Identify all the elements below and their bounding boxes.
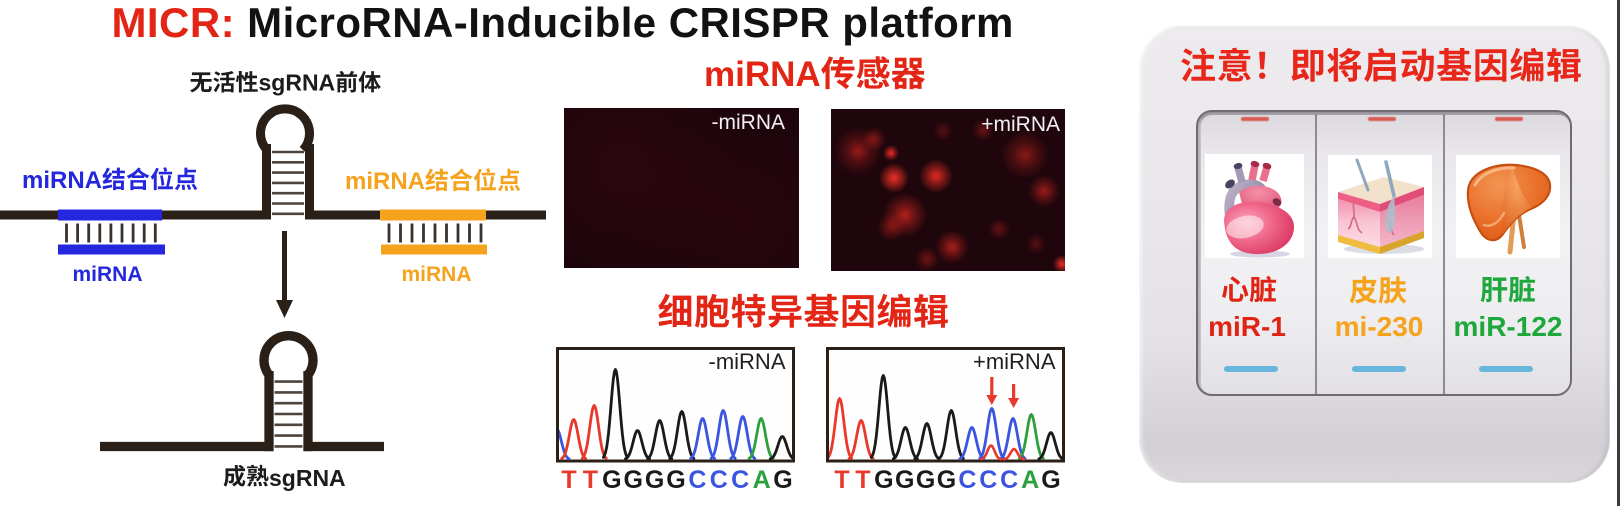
svg-text:T: T bbox=[561, 466, 576, 494]
svg-text:G: G bbox=[645, 466, 664, 494]
svg-text:G: G bbox=[623, 466, 642, 494]
svg-text:C: C bbox=[1000, 466, 1018, 494]
svg-text:C: C bbox=[958, 466, 976, 494]
svg-text:T: T bbox=[855, 466, 870, 494]
svg-text:G: G bbox=[602, 466, 621, 494]
svg-text:G: G bbox=[916, 466, 935, 494]
svg-text:C: C bbox=[688, 466, 706, 494]
svg-text:-miRNA: -miRNA bbox=[709, 349, 786, 374]
svg-text:G: G bbox=[937, 466, 956, 494]
svg-text:C: C bbox=[731, 466, 749, 494]
svg-text:G: G bbox=[874, 466, 893, 494]
svg-text:T: T bbox=[834, 466, 849, 494]
svg-text:miRNA: miRNA bbox=[704, 55, 821, 94]
svg-text:miRNA: miRNA bbox=[401, 263, 471, 286]
svg-text:+miRNA: +miRNA bbox=[973, 349, 1056, 374]
svg-text:G: G bbox=[773, 466, 792, 494]
svg-text:C: C bbox=[979, 466, 997, 494]
svg-text:G: G bbox=[895, 466, 914, 494]
svg-text:G: G bbox=[1041, 466, 1060, 494]
svg-text:T: T bbox=[583, 466, 598, 494]
svg-text:A: A bbox=[753, 466, 771, 494]
svg-text:sgRNA: sgRNA bbox=[269, 465, 346, 491]
svg-text:A: A bbox=[1021, 466, 1039, 494]
svg-text:C: C bbox=[710, 466, 728, 494]
svg-text:miRNA: miRNA bbox=[345, 168, 425, 195]
svg-text:G: G bbox=[666, 466, 685, 494]
svg-text:miRNA: miRNA bbox=[72, 263, 142, 286]
svg-text:sgRNA: sgRNA bbox=[259, 70, 336, 96]
svg-text:miRNA: miRNA bbox=[22, 167, 102, 194]
svg-text:MICR: MicroRNA-Inducible CRISP: MICR: MicroRNA-Inducible CRISPR platform bbox=[112, 0, 1014, 46]
